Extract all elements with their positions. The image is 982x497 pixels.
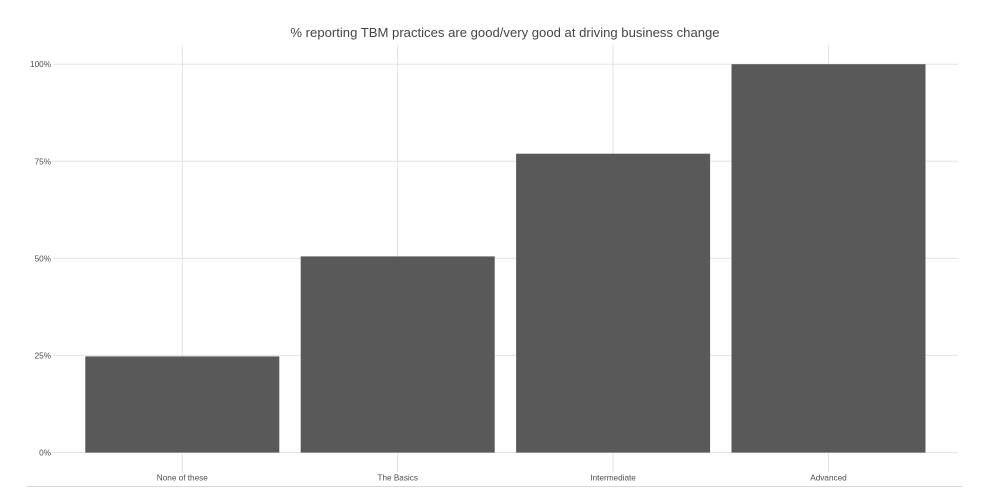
svg-text:0%: 0% xyxy=(39,449,51,458)
svg-text:100%: 100% xyxy=(30,60,51,69)
svg-text:The Basics: The Basics xyxy=(377,474,418,483)
svg-text:25%: 25% xyxy=(35,352,51,361)
svg-text:None of these: None of these xyxy=(157,474,208,483)
svg-text:50%: 50% xyxy=(35,254,51,263)
svg-text:Intermediate: Intermediate xyxy=(590,474,636,483)
svg-text:% reporting TBM practices are: % reporting TBM practices are good/very … xyxy=(290,25,719,40)
svg-text:75%: 75% xyxy=(35,157,51,166)
svg-text:Advanced: Advanced xyxy=(810,474,847,483)
